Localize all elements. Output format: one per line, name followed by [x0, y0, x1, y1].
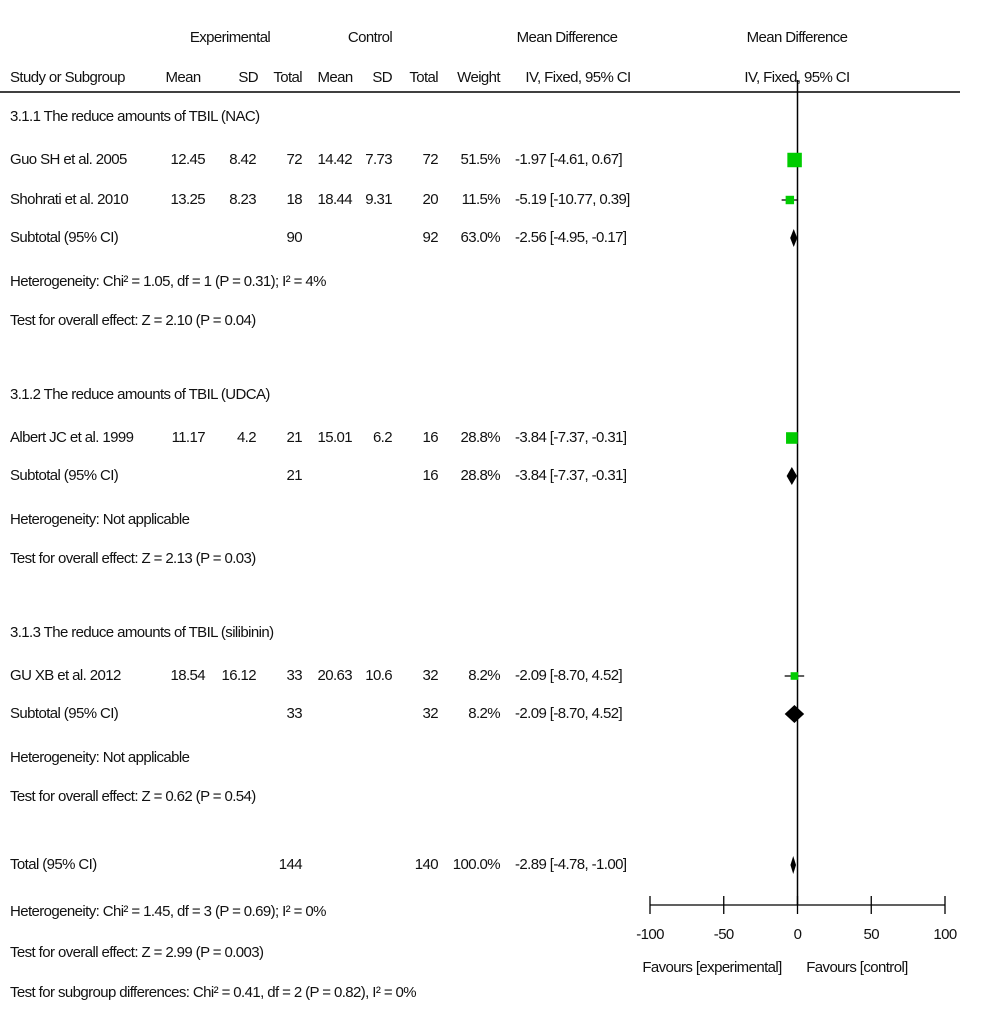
cell-exp-total: 72 — [287, 151, 303, 168]
column-header: Total — [409, 69, 438, 86]
cell-ctl-total: 32 — [423, 705, 439, 722]
overall-effect: Test for overall effect: Z = 2.13 (P = 0… — [10, 550, 256, 567]
cell-exp-sd: 4.2 — [237, 429, 256, 446]
cell-exp-total: 90 — [287, 229, 303, 246]
column-header: Study or Subgroup — [10, 69, 125, 86]
subtotal-name: Total (95% CI) — [10, 856, 97, 873]
cell-ctl-total: 32 — [423, 667, 439, 684]
study-name: GU XB et al. 2012 — [10, 667, 121, 684]
study-marker — [786, 432, 798, 444]
overall-effect: Test for overall effect: Z = 2.10 (P = 0… — [10, 312, 256, 329]
x-tick-label: -100 — [636, 926, 664, 943]
effect-label: -2.09 [-8.70, 4.52] — [515, 705, 622, 722]
cell-ctl-mean: 15.01 — [317, 429, 352, 446]
column-header: IV, Fixed, 95% CI — [525, 69, 630, 86]
cell-ctl-total: 16 — [423, 429, 439, 446]
column-header: Total — [273, 69, 302, 86]
favours-label: Favours [experimental] — [642, 959, 782, 976]
x-tick-label: 100 — [933, 926, 956, 943]
study-marker — [787, 152, 802, 168]
overall-effect: Test for overall effect: Z = 0.62 (P = 0… — [10, 788, 256, 805]
heterogeneity: Heterogeneity: Chi² = 1.45, df = 3 (P = … — [10, 903, 326, 920]
summary-diamond — [790, 856, 797, 874]
study-marker — [785, 195, 795, 205]
cell-ctl-sd: 7.73 — [365, 151, 392, 168]
effect-label: -2.89 [-4.78, -1.00] — [515, 856, 627, 873]
cell-ctl-total: 72 — [423, 151, 439, 168]
cell-exp-total: 33 — [287, 705, 303, 722]
cell-weight-label: 8.2% — [468, 667, 500, 684]
summary-diamond — [784, 705, 805, 723]
study-marker — [790, 672, 799, 680]
cell-weight-label: 51.5% — [460, 151, 500, 168]
cell-ctl-sd: 9.31 — [365, 191, 392, 208]
cell-ctl-sd: 6.2 — [373, 429, 392, 446]
cell-ctl-total: 92 — [423, 229, 439, 246]
subgroup-title: 3.1.1 The reduce amounts of TBIL (NAC) — [10, 108, 260, 125]
subgroup-title: 3.1.2 The reduce amounts of TBIL (UDCA) — [10, 386, 270, 403]
cell-exp-mean: 11.17 — [172, 429, 206, 446]
subgroup-title: 3.1.3 The reduce amounts of TBIL (silibi… — [10, 624, 274, 641]
cell-weight-label: 100.0% — [453, 856, 501, 873]
group-header: Experimental — [190, 29, 271, 46]
cell-exp-total: 21 — [287, 429, 303, 446]
effect-label: -1.97 [-4.61, 0.67] — [515, 151, 622, 168]
subtotal-name: Subtotal (95% CI) — [10, 705, 119, 722]
cell-weight-label: 8.2% — [468, 705, 500, 722]
cell-exp-sd: 8.23 — [229, 191, 256, 208]
effect-label: -3.84 [-7.37, -0.31] — [515, 467, 627, 484]
group-header: Control — [348, 29, 392, 46]
cell-exp-total: 21 — [287, 467, 303, 484]
column-header: Mean — [165, 69, 200, 86]
cell-exp-total: 33 — [287, 667, 303, 684]
cell-ctl-total: 140 — [415, 856, 438, 873]
summary-diamond — [790, 229, 798, 247]
column-header: Weight — [457, 69, 501, 86]
study-name: Guo SH et al. 2005 — [10, 151, 127, 168]
x-tick-label: 0 — [794, 926, 802, 943]
cell-ctl-total: 16 — [423, 467, 439, 484]
group-header: Mean Difference — [517, 29, 618, 46]
cell-weight-label: 11.5% — [462, 191, 501, 208]
cell-ctl-mean: 14.42 — [317, 151, 352, 168]
cell-exp-sd: 16.12 — [221, 667, 256, 684]
heterogeneity: Heterogeneity: Not applicable — [10, 511, 190, 528]
overall-effect: Test for overall effect: Z = 2.99 (P = 0… — [10, 944, 264, 961]
study-name: Shohrati et al. 2010 — [10, 191, 128, 208]
cell-ctl-mean: 20.63 — [317, 667, 352, 684]
subgroup-differences: Test for subgroup differences: Chi² = 0.… — [10, 984, 416, 1001]
summary-diamond — [786, 467, 798, 485]
subtotal-name: Subtotal (95% CI) — [10, 229, 119, 246]
cell-weight-label: 63.0% — [460, 229, 500, 246]
cell-weight-label: 28.8% — [460, 429, 500, 446]
cell-exp-sd: 8.42 — [229, 151, 256, 168]
column-header: SD — [372, 69, 392, 86]
column-header: Mean — [317, 69, 352, 86]
subtotal-name: Subtotal (95% CI) — [10, 467, 119, 484]
x-tick-label: 50 — [864, 926, 880, 943]
effect-label: -2.09 [-8.70, 4.52] — [515, 667, 622, 684]
x-tick-label: -50 — [714, 926, 734, 943]
cell-ctl-mean: 18.44 — [317, 191, 352, 208]
column-header: IV, Fixed, 95% CI — [744, 69, 849, 86]
cell-exp-mean: 12.45 — [170, 151, 205, 168]
cell-exp-total: 18 — [287, 191, 303, 208]
group-header: Mean Difference — [747, 29, 848, 46]
effect-label: -3.84 [-7.37, -0.31] — [515, 429, 627, 446]
cell-exp-mean: 18.54 — [170, 667, 205, 684]
heterogeneity: Heterogeneity: Not applicable — [10, 749, 190, 766]
effect-label: -2.56 [-4.95, -0.17] — [515, 229, 627, 246]
cell-exp-total: 144 — [279, 856, 302, 873]
column-header: SD — [238, 69, 258, 86]
cell-ctl-total: 20 — [423, 191, 439, 208]
effect-label: -5.19 [-10.77, 0.39] — [515, 191, 630, 208]
favours-label: Favours [control] — [806, 959, 908, 976]
study-name: Albert JC et al. 1999 — [10, 429, 134, 446]
cell-ctl-sd: 10.6 — [365, 667, 392, 684]
cell-weight-label: 28.8% — [460, 467, 500, 484]
cell-exp-mean: 13.25 — [170, 191, 205, 208]
heterogeneity: Heterogeneity: Chi² = 1.05, df = 1 (P = … — [10, 273, 326, 290]
